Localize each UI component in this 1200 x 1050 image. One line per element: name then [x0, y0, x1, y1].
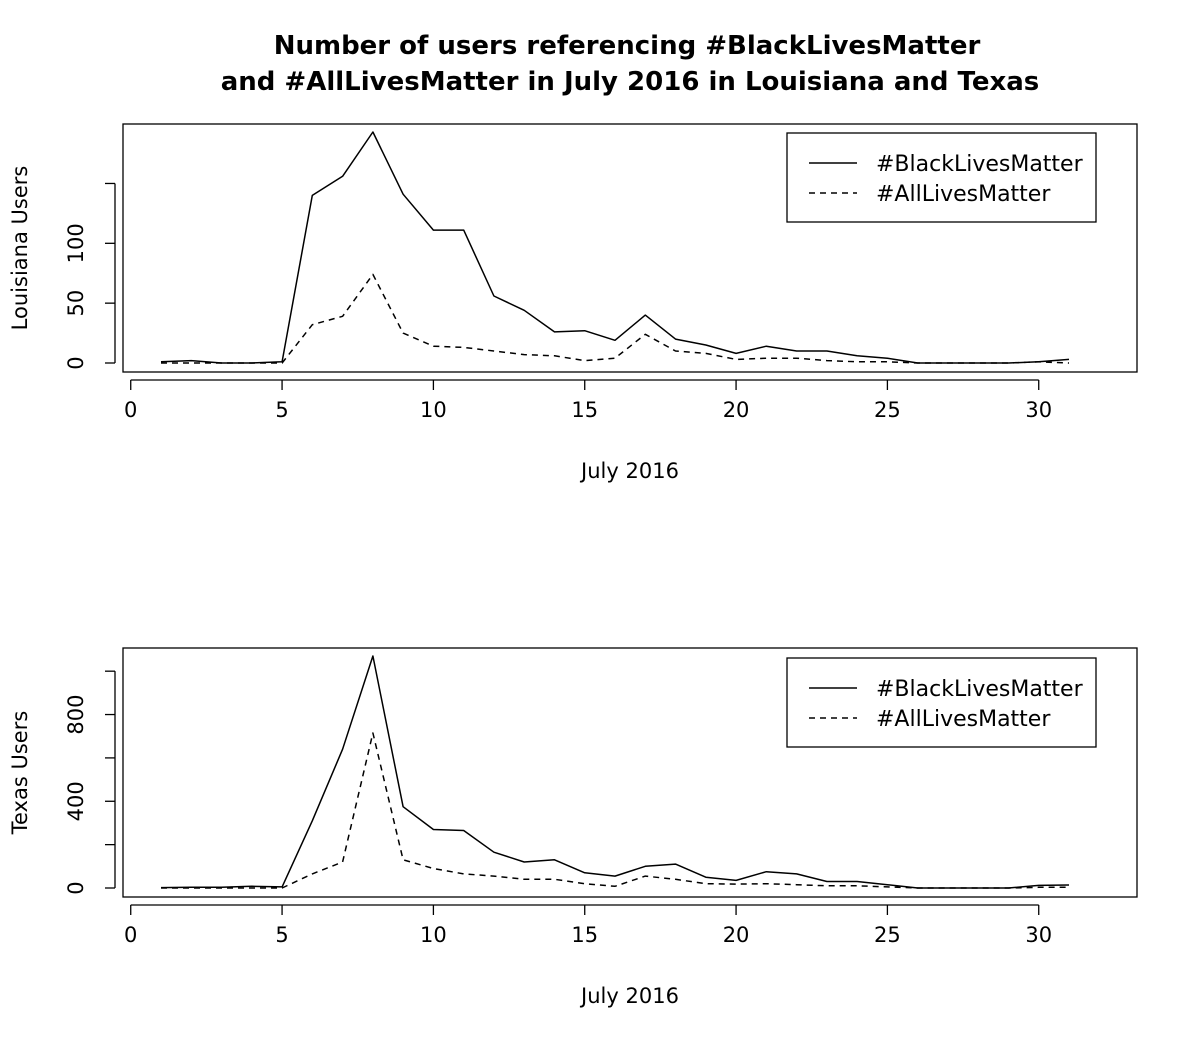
y-tick-label: 0: [64, 356, 88, 369]
louisiana-panel: 0 5 10 15 20 25 30 July 2016 0 50 100 Louisiana Use…: [8, 123, 1138, 483]
plot-frame: [122, 647, 1138, 898]
legend-box: [786, 657, 1097, 748]
x-tick-label: 0: [124, 398, 137, 422]
x-tick-label: 15: [571, 398, 598, 422]
x-tick-label: 5: [275, 398, 288, 422]
x-tick-label: 30: [1025, 923, 1052, 947]
series-line-alllivesmatter: [161, 732, 1069, 889]
chart-title-line-1: Number of users referencing #BlackLivesM…: [274, 31, 981, 61]
x-tick-label: 30: [1025, 398, 1052, 422]
x-tick-label: 20: [723, 923, 750, 947]
x-tick-label: 10: [420, 923, 447, 947]
y-tick-label: 0: [64, 881, 88, 894]
plot-frame: [122, 123, 1138, 373]
x-tick-label: 5: [275, 923, 288, 947]
chart-title-line-2: and #AllLivesMatter in July 2016 in Loui…: [221, 67, 1040, 97]
series-line-alllivesmatter: [161, 273, 1070, 364]
x-tick-label: 15: [571, 923, 598, 947]
legend-box: [786, 132, 1097, 223]
x-axis-label: July 2016: [579, 459, 679, 483]
y-tick-label: 100: [64, 223, 88, 263]
y-axis-label: Louisiana Users: [8, 166, 32, 331]
y-tick-label: 800: [64, 694, 88, 734]
x-tick-label: 25: [874, 923, 901, 947]
x-axis-label: July 2016: [579, 984, 679, 1008]
texas-panel: 0 5 10 15 20 25 30 July 2016 0 400 800 Texas Users #…: [8, 647, 1138, 1008]
y-tick-label: 400: [64, 781, 88, 821]
x-tick-label: 10: [420, 398, 447, 422]
x-tick-label: 20: [723, 398, 750, 422]
y-tick-label: 50: [64, 290, 88, 317]
x-tick-label: 0: [124, 923, 137, 947]
legend-label: #AllLivesMatter: [876, 707, 1051, 732]
legend-label: #BlackLivesMatter: [876, 677, 1084, 702]
x-tick-label: 25: [874, 398, 901, 422]
y-axis-label: Texas Users: [8, 711, 32, 836]
legend-label: #AllLivesMatter: [876, 182, 1051, 207]
legend-label: #BlackLivesMatter: [876, 152, 1084, 177]
